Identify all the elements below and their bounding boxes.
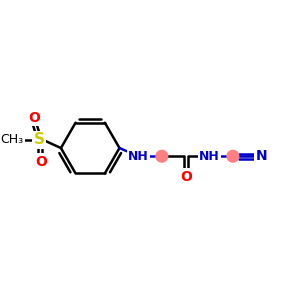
Text: N: N — [256, 149, 267, 163]
Text: NH: NH — [199, 150, 220, 163]
Circle shape — [156, 150, 168, 162]
Text: S: S — [34, 132, 45, 147]
Text: NH: NH — [128, 150, 149, 163]
Circle shape — [227, 150, 239, 162]
Text: O: O — [181, 170, 192, 184]
Text: O: O — [35, 155, 47, 169]
Text: CH₃: CH₃ — [0, 134, 23, 146]
Text: O: O — [28, 111, 40, 125]
